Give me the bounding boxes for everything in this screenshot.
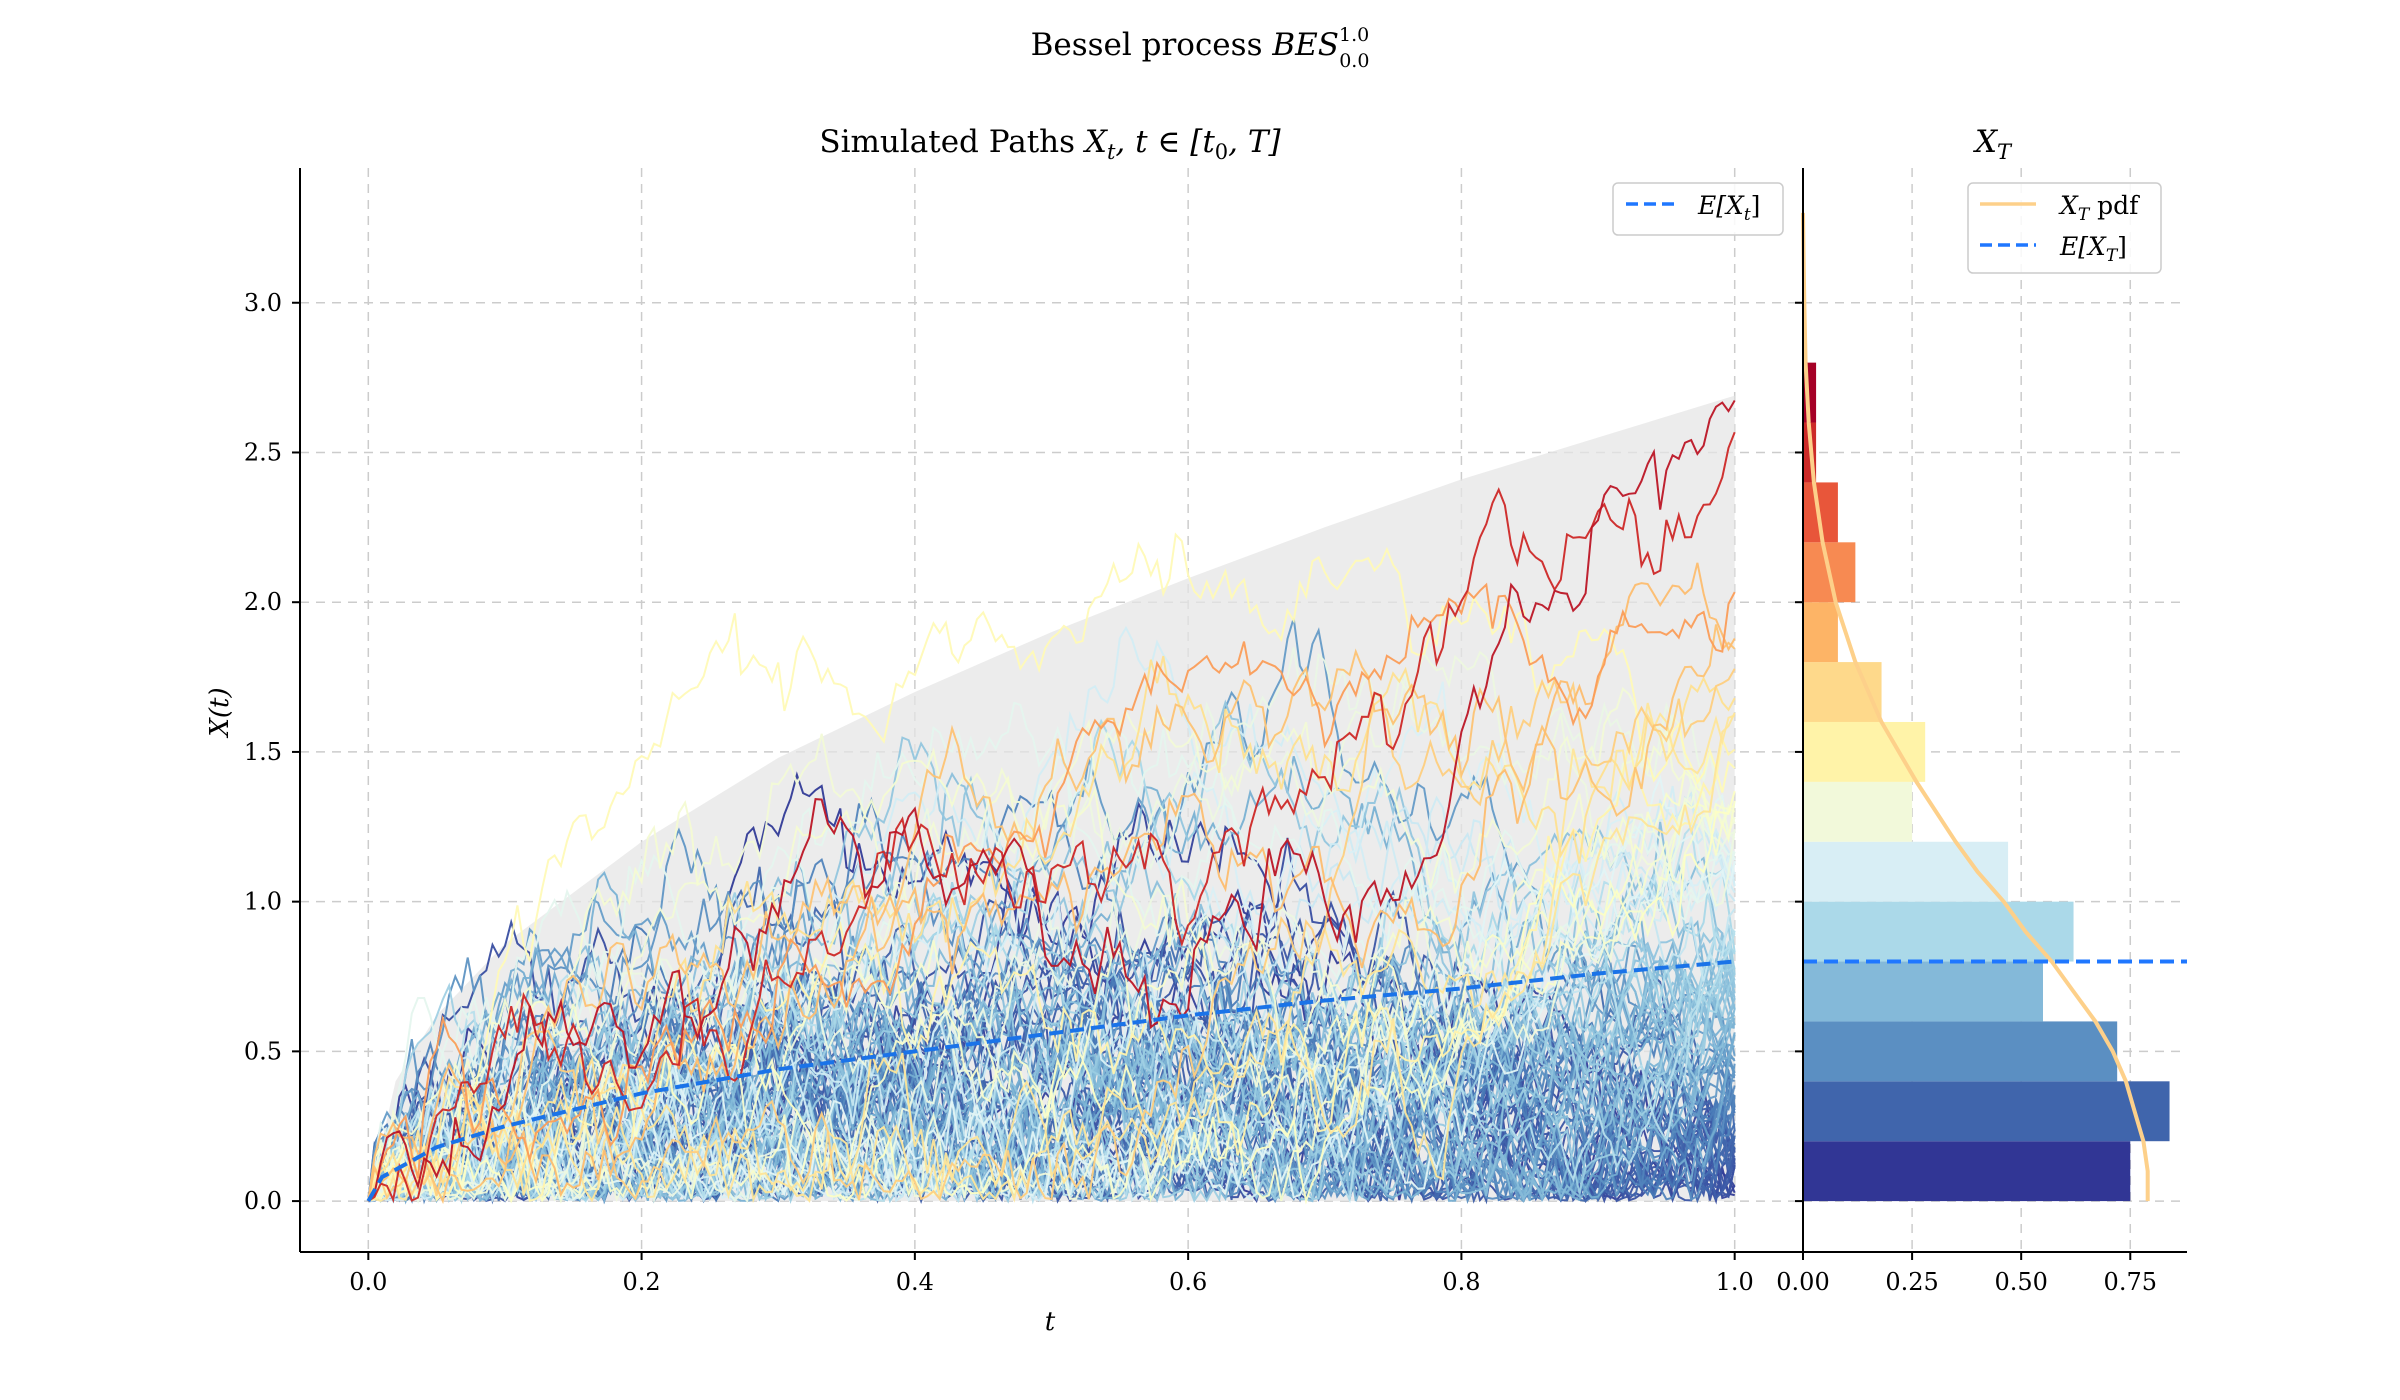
paths-legend: E[Xt]: [1612, 182, 1784, 236]
hist-x-tick-label: 0.25: [1885, 1268, 1938, 1296]
path-line: [367, 781, 1736, 1204]
mean-curve-line: [366, 959, 1735, 1203]
histogram-legend: XT pdf E[XT]: [1967, 182, 2162, 274]
histogram-y-ticks: [1795, 301, 1803, 1203]
path-line: [367, 973, 1736, 1204]
hist-x-tick-label: 0.75: [2104, 1268, 2157, 1296]
path-line: [367, 701, 1736, 1202]
histogram-bar: [1803, 961, 2043, 1022]
paths-panel: 0.0 0.2 0.4 0.6 0.8 1.0 0.0 0.5 1.0 1.5 2.0 2.5 3.0…: [205, 124, 1803, 1337]
path-line: [367, 765, 1736, 1202]
x-tick-label: 0.6: [1169, 1268, 1207, 1296]
histogram-axes: [1802, 168, 2187, 1253]
histogram-x-ticks: 0.00 0.25 0.50 0.75: [1776, 1252, 2157, 1296]
x-tick-label: 0.0: [349, 1268, 387, 1296]
pdf-curve-line: [1801, 212, 2150, 1202]
path-line: [367, 923, 1736, 1202]
y-tick-label: 0.0: [244, 1187, 282, 1215]
path-line: [367, 747, 1736, 1202]
legend-pdf-label: XT pdf: [2058, 191, 2140, 225]
y-tick-label: 1.5: [244, 738, 282, 766]
y-tick-label: 3.0: [244, 289, 282, 317]
path-line: [367, 624, 1736, 1205]
histogram-bar: [1803, 602, 1838, 663]
mean-curve: [366, 959, 1735, 1203]
path-line: [367, 936, 1736, 1204]
path-line: [367, 668, 1736, 1202]
x-tick-label: 1.0: [1716, 1268, 1754, 1296]
histogram-bar: [1803, 1081, 2170, 1142]
path-line: [367, 399, 1736, 1202]
histogram-bar: [1803, 1141, 2131, 1202]
path-line: [368, 774, 1736, 1203]
path-line: [367, 582, 1736, 1202]
hist-x-tick-label: 0.00: [1776, 1268, 1829, 1296]
path-line: [367, 735, 1736, 1202]
paths-y-ticks: 0.0 0.5 1.0 1.5 2.0 2.5 3.0: [244, 289, 300, 1215]
paths-x-label: t: [1045, 1307, 1056, 1337]
histogram-bar: [1803, 1021, 2118, 1082]
y-tick-label: 2.0: [244, 588, 282, 616]
simulated-paths: [367, 399, 1736, 1205]
pdf-curve: [1801, 212, 2150, 1202]
path-line: [367, 562, 1736, 1202]
y-tick-label: 2.5: [244, 438, 282, 466]
path-line: [367, 702, 1736, 1204]
x-tick-label: 0.8: [1442, 1268, 1480, 1296]
path-line: [367, 989, 1736, 1203]
y-tick-label: 0.5: [244, 1037, 282, 1065]
paths-title: Simulated Paths Xt, t ∈ [t0, T]: [819, 124, 1281, 164]
path-line: [367, 793, 1736, 1202]
y-tick-label: 1.0: [244, 888, 282, 916]
paths-x-ticks: 0.0 0.2 0.4 0.6 0.8 1.0: [349, 1252, 1754, 1296]
path-line: [367, 712, 1736, 1203]
histogram-bar: [1803, 841, 2009, 902]
x-tick-label: 0.4: [896, 1268, 934, 1296]
histogram-panel: 0.00 0.25 0.50 0.75 XT XT pdf E[XT]: [1776, 124, 2187, 1296]
path-line: [367, 647, 1736, 1204]
path-line: [367, 655, 1736, 1202]
path-line: [367, 755, 1736, 1202]
histogram-title: XT: [1973, 124, 2013, 164]
path-line: [367, 881, 1736, 1202]
figure-suptitle: Bessel process BES1.0 0.0: [1031, 24, 1370, 72]
hist-x-tick-label: 0.50: [1994, 1268, 2047, 1296]
histogram-bar: [1803, 721, 1926, 782]
legend-hist-mean-label: E[XT]: [2059, 232, 2127, 266]
histogram-bar: [1803, 901, 2074, 962]
path-line: [367, 625, 1736, 1203]
histogram-bar: [1803, 781, 1913, 842]
paths-y-label: X(t): [205, 687, 235, 738]
path-line: [367, 821, 1736, 1202]
paths-axes: [299, 168, 1803, 1253]
legend-mean-label: E[Xt]: [1697, 191, 1760, 225]
path-line: [367, 431, 1736, 1204]
histogram-bars: [1803, 362, 2170, 1202]
x-tick-label: 0.2: [623, 1268, 661, 1296]
